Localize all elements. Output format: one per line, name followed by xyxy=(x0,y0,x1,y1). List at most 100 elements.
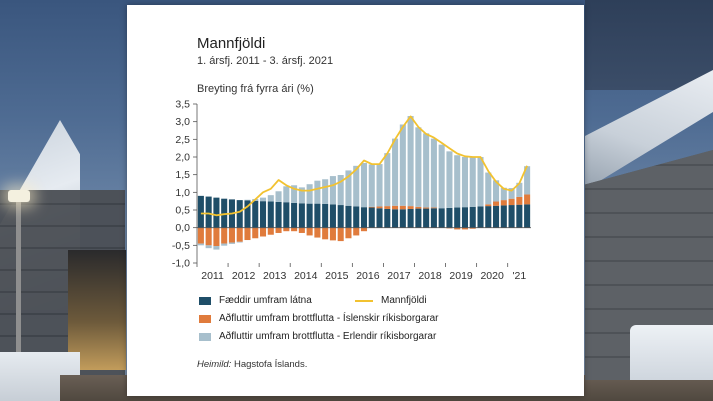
source-label: Heimild: xyxy=(197,359,232,370)
bar xyxy=(244,199,251,201)
bar xyxy=(275,201,282,228)
bar xyxy=(392,205,399,210)
bar xyxy=(345,227,352,239)
bar xyxy=(461,157,469,208)
bar xyxy=(446,151,453,208)
bar xyxy=(454,155,461,208)
x-tick-label: 2018 xyxy=(418,270,442,282)
bar xyxy=(423,208,430,228)
y-tick-label: 3,0 xyxy=(175,116,190,128)
bar xyxy=(392,138,399,206)
bar xyxy=(360,163,368,208)
bar xyxy=(384,153,391,207)
bar xyxy=(438,144,445,209)
bar xyxy=(500,205,507,228)
bar xyxy=(360,207,368,228)
bar xyxy=(283,227,290,232)
bar xyxy=(322,203,329,228)
bar xyxy=(477,206,484,228)
chart-plot: -1,0 -0,5 0,0 0,5 1,0 1,5 2,0 2,5 3,0 3,5 2011 2012… xyxy=(172,99,531,282)
bar xyxy=(508,198,515,206)
bar xyxy=(399,209,406,228)
bar xyxy=(493,205,500,228)
legend-swatch xyxy=(355,299,373,302)
bar xyxy=(353,165,360,207)
series-line xyxy=(200,115,528,217)
source-text: Hagstofa Íslands. xyxy=(233,359,308,370)
bar xyxy=(524,204,531,228)
bar xyxy=(213,227,220,247)
bar xyxy=(213,246,220,250)
x-tick-label: 2017 xyxy=(387,270,411,282)
bar xyxy=(500,187,507,201)
bar xyxy=(454,227,461,230)
legend-swatch xyxy=(199,332,211,341)
bar xyxy=(197,195,204,228)
legend-label: Mannfjöldi xyxy=(381,295,427,306)
legend-label: Aðfluttir umfram brottflutta - Íslenskir… xyxy=(219,313,439,324)
bar xyxy=(329,204,336,228)
bar xyxy=(244,200,251,228)
background-lamp xyxy=(8,190,30,202)
bar xyxy=(244,227,251,241)
y-tick-label: 0,5 xyxy=(175,205,190,217)
bar xyxy=(337,175,344,206)
bar xyxy=(228,227,235,243)
bar xyxy=(298,187,305,204)
x-tick-label: 2019 xyxy=(449,270,473,282)
y-axis-label: Breyting frá fyrra ári (%) xyxy=(197,83,314,95)
y-tick-label: -1,0 xyxy=(172,258,190,270)
bar xyxy=(469,227,476,229)
bar xyxy=(337,227,344,242)
background-doorway xyxy=(68,250,126,370)
bar xyxy=(221,243,228,246)
legend-item-icelandic-migration: Aðfluttir umfram brottflutta - Íslenskir… xyxy=(199,313,439,324)
bar xyxy=(407,206,414,209)
bar xyxy=(477,157,484,207)
bar xyxy=(314,180,321,204)
bar xyxy=(252,227,259,239)
bar xyxy=(485,204,492,207)
bar xyxy=(461,207,469,228)
bar xyxy=(469,156,476,207)
bar xyxy=(259,197,267,202)
y-tick-label: 2,5 xyxy=(175,134,190,146)
background-lamp-pole xyxy=(16,200,21,360)
bar xyxy=(376,164,383,207)
y-tick-label: 1,5 xyxy=(175,169,190,181)
bar xyxy=(322,179,329,204)
bar xyxy=(252,200,259,228)
x-tick-label: 2012 xyxy=(232,270,256,282)
bar xyxy=(275,191,282,202)
bar xyxy=(283,202,290,228)
bar xyxy=(353,227,360,236)
bar xyxy=(485,206,492,228)
x-tick-label: 2016 xyxy=(356,270,380,282)
bar xyxy=(516,182,523,197)
x-tick-label: 2011 xyxy=(201,270,224,282)
bar xyxy=(306,203,313,228)
bar xyxy=(197,227,204,244)
bar xyxy=(407,208,414,228)
x-tick-label: 2020 xyxy=(480,270,504,282)
bar xyxy=(298,203,305,228)
x-tick-label: 2014 xyxy=(294,270,318,282)
bar xyxy=(415,127,422,207)
bar xyxy=(314,203,321,228)
y-tick-label: 1,0 xyxy=(175,187,190,199)
bar xyxy=(454,207,461,228)
bar xyxy=(197,243,204,246)
bar xyxy=(399,124,406,206)
background-snow xyxy=(630,325,713,380)
bar xyxy=(423,133,430,208)
bar xyxy=(446,207,453,228)
bar xyxy=(384,206,391,209)
legend-item-births: Fæddir umfram látna xyxy=(199,295,312,306)
source-note: Heimild: Hagstofa Íslands. xyxy=(197,359,307,370)
bar xyxy=(392,209,399,228)
bar xyxy=(275,227,282,233)
x-tick-label: 2015 xyxy=(325,270,349,282)
bar xyxy=(461,227,469,230)
bar xyxy=(221,198,228,228)
legend-label: Fæddir umfram látna xyxy=(219,295,312,306)
